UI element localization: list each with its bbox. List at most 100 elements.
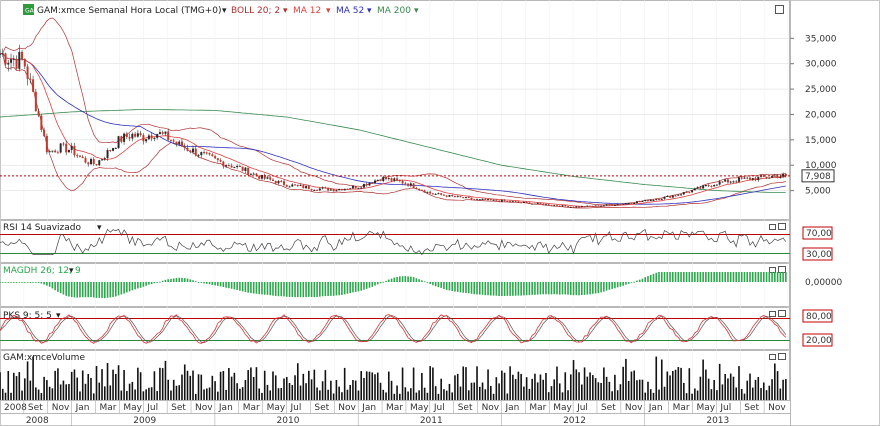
candle-body: [635, 201, 638, 203]
ma200-legend[interactable]: MA 200: [377, 6, 411, 16]
candle-body: [407, 183, 410, 186]
macd-bar: [79, 282, 81, 298]
candle-body: [605, 204, 608, 206]
macd-bar: [0, 282, 1, 283]
macd-bar: [503, 282, 506, 297]
candle-body: [740, 177, 743, 179]
macd-bar: [272, 282, 274, 296]
month-label: Set: [458, 403, 473, 413]
year-label: 2013: [706, 416, 729, 426]
candle-body: [59, 143, 62, 153]
ma52-legend[interactable]: MA 52: [336, 6, 364, 16]
macd-bar: [760, 272, 762, 282]
ma12-menu-icon[interactable]: ▾: [326, 6, 331, 16]
candle-body: [313, 189, 316, 191]
macd-pane-maximize-icon[interactable]: [778, 266, 786, 273]
volume-bar: [316, 387, 318, 400]
macd-bar: [150, 282, 153, 285]
boll-legend[interactable]: BOLL 20; 2: [231, 6, 280, 16]
volume-pane-maximize-icon[interactable]: [778, 353, 786, 360]
month-label: Nov: [768, 403, 786, 413]
volume-bar: [501, 370, 503, 400]
volume-bar: [600, 382, 602, 400]
candle-body: [500, 199, 503, 202]
macd-bar: [247, 282, 249, 293]
volume-bar: [12, 372, 15, 400]
volume-bar: [575, 369, 578, 400]
volume-bar: [239, 388, 241, 400]
macd-menu-icon[interactable]: ▾: [69, 266, 74, 276]
macd-bar: [98, 282, 101, 298]
candle-body: [360, 187, 363, 189]
macd-bar: [655, 272, 658, 282]
volume-bar: [1, 388, 4, 400]
volume-bar: [197, 374, 200, 400]
macd-bar: [484, 282, 487, 296]
volume-bar: [713, 379, 715, 400]
volume-bar: [319, 390, 321, 400]
candle-body: [743, 177, 746, 179]
macd-bar: [517, 282, 520, 296]
macd-bar: [423, 281, 426, 283]
macd-bar: [291, 282, 294, 297]
candle-body: [216, 158, 219, 161]
volume-bar: [296, 363, 299, 400]
macd-bar: [252, 282, 255, 294]
macd-bar: [266, 282, 269, 295]
rsi-menu-icon[interactable]: ▾: [97, 223, 102, 233]
volume-bar: [556, 366, 558, 400]
volume-bar: [321, 381, 324, 400]
candle-body: [258, 175, 261, 179]
candle-body: [611, 204, 614, 206]
volume-bar: [503, 372, 506, 400]
macd-bar: [208, 282, 211, 285]
month-label: May: [123, 403, 142, 413]
candle-body: [418, 189, 421, 191]
volume-bar: [619, 384, 622, 400]
candle-body: [192, 148, 195, 153]
macd-bar: [528, 282, 531, 296]
macd-bar: [170, 278, 172, 282]
macd-bar: [321, 282, 324, 297]
volume-pane-restore-icon[interactable]: [769, 354, 776, 360]
candle-body: [200, 152, 203, 156]
rsi-pane-restore-icon[interactable]: [769, 224, 776, 230]
candle-body: [318, 188, 321, 191]
volume-bar: [445, 390, 448, 400]
macd-bar: [374, 282, 376, 286]
month-label: Jan: [75, 403, 90, 413]
macd-bar: [718, 272, 721, 282]
volume-bar: [228, 368, 230, 400]
rsi-pane-maximize-icon[interactable]: [778, 223, 786, 230]
macd-bar: [316, 282, 318, 298]
macd-bar: [638, 279, 641, 282]
volume-bar: [280, 388, 283, 400]
volume-bar: [655, 356, 658, 400]
macd-pane-restore-icon[interactable]: [769, 267, 776, 273]
chart-title-menu-icon[interactable]: ▾: [222, 6, 227, 16]
macd-bar: [90, 282, 92, 298]
macd-bar: [84, 282, 87, 298]
pks-pane-maximize-icon[interactable]: [778, 310, 786, 317]
candle-body: [362, 183, 365, 188]
candle-body: [167, 131, 170, 140]
ma200-menu-icon[interactable]: ▾: [414, 6, 419, 16]
price-pane-maximize-icon[interactable]: [775, 5, 784, 14]
volume-bar: [771, 379, 773, 400]
candle-body: [48, 151, 51, 153]
macd-bar: [625, 282, 627, 285]
pks-menu-icon[interactable]: ▾: [56, 311, 61, 321]
macd-bar: [81, 282, 84, 298]
candle-body: [666, 195, 669, 197]
ma52-menu-icon[interactable]: ▾: [367, 6, 372, 16]
pks-pane-restore-icon[interactable]: [769, 311, 776, 317]
macd-bar: [627, 282, 630, 284]
volume-bar: [346, 389, 349, 400]
volume-bar: [696, 390, 699, 400]
volume-bar: [674, 369, 677, 400]
ma12-legend[interactable]: MA 12: [293, 6, 321, 16]
macd-bar: [660, 272, 663, 282]
candle-body: [682, 192, 685, 195]
boll-menu-icon[interactable]: ▾: [283, 6, 288, 16]
month-label: Jul: [576, 403, 588, 413]
